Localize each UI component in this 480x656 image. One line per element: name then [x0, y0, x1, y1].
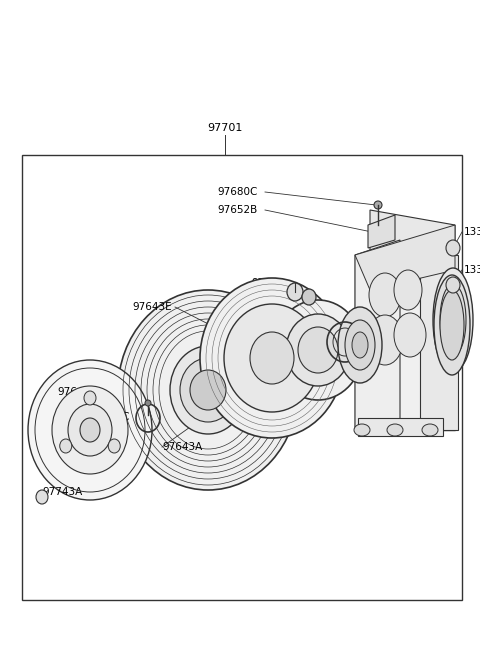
- Ellipse shape: [108, 439, 120, 453]
- Ellipse shape: [286, 314, 350, 386]
- Ellipse shape: [394, 313, 426, 357]
- Ellipse shape: [60, 439, 72, 453]
- Ellipse shape: [338, 307, 382, 383]
- Ellipse shape: [250, 332, 294, 384]
- Ellipse shape: [352, 332, 368, 358]
- Text: 97701: 97701: [207, 123, 243, 133]
- Ellipse shape: [170, 346, 246, 434]
- Ellipse shape: [354, 424, 370, 436]
- Text: 97711D: 97711D: [269, 385, 311, 395]
- Ellipse shape: [345, 320, 375, 370]
- Ellipse shape: [190, 370, 226, 410]
- Ellipse shape: [36, 490, 48, 504]
- Text: 97643A: 97643A: [162, 442, 202, 452]
- Ellipse shape: [145, 400, 151, 406]
- Ellipse shape: [28, 360, 152, 500]
- Ellipse shape: [440, 290, 464, 360]
- Polygon shape: [370, 210, 455, 290]
- Ellipse shape: [369, 273, 401, 317]
- Ellipse shape: [84, 391, 96, 405]
- Text: 97743A: 97743A: [42, 487, 82, 497]
- Text: 97646: 97646: [252, 278, 285, 288]
- Text: 97646C: 97646C: [89, 412, 130, 422]
- Ellipse shape: [298, 327, 338, 373]
- Bar: [22, 155, 462, 600]
- Ellipse shape: [422, 424, 438, 436]
- Ellipse shape: [180, 358, 236, 422]
- Ellipse shape: [68, 404, 112, 456]
- Ellipse shape: [80, 418, 100, 442]
- Text: 97680C: 97680C: [217, 187, 258, 197]
- Text: 97644C: 97644C: [58, 387, 98, 397]
- Ellipse shape: [446, 240, 460, 256]
- Ellipse shape: [52, 386, 128, 474]
- Polygon shape: [355, 240, 400, 430]
- Ellipse shape: [200, 278, 344, 438]
- Ellipse shape: [387, 424, 403, 436]
- Text: 1339CC: 1339CC: [464, 227, 480, 237]
- Ellipse shape: [446, 277, 460, 293]
- Ellipse shape: [434, 275, 470, 375]
- Ellipse shape: [118, 290, 298, 490]
- Ellipse shape: [302, 289, 316, 305]
- Text: 97643E: 97643E: [132, 302, 172, 312]
- Ellipse shape: [433, 268, 473, 372]
- Bar: [358, 418, 443, 436]
- Polygon shape: [355, 225, 455, 290]
- Ellipse shape: [273, 300, 363, 400]
- Ellipse shape: [224, 304, 320, 412]
- Ellipse shape: [440, 284, 466, 356]
- Text: 97652B: 97652B: [218, 205, 258, 215]
- Ellipse shape: [367, 315, 403, 365]
- Bar: [355, 255, 455, 430]
- Polygon shape: [368, 215, 395, 248]
- Text: 97707C: 97707C: [337, 347, 377, 357]
- Bar: [420, 255, 458, 430]
- Text: 1339CC: 1339CC: [464, 265, 480, 275]
- Ellipse shape: [287, 283, 303, 301]
- Ellipse shape: [394, 270, 422, 310]
- Ellipse shape: [374, 201, 382, 209]
